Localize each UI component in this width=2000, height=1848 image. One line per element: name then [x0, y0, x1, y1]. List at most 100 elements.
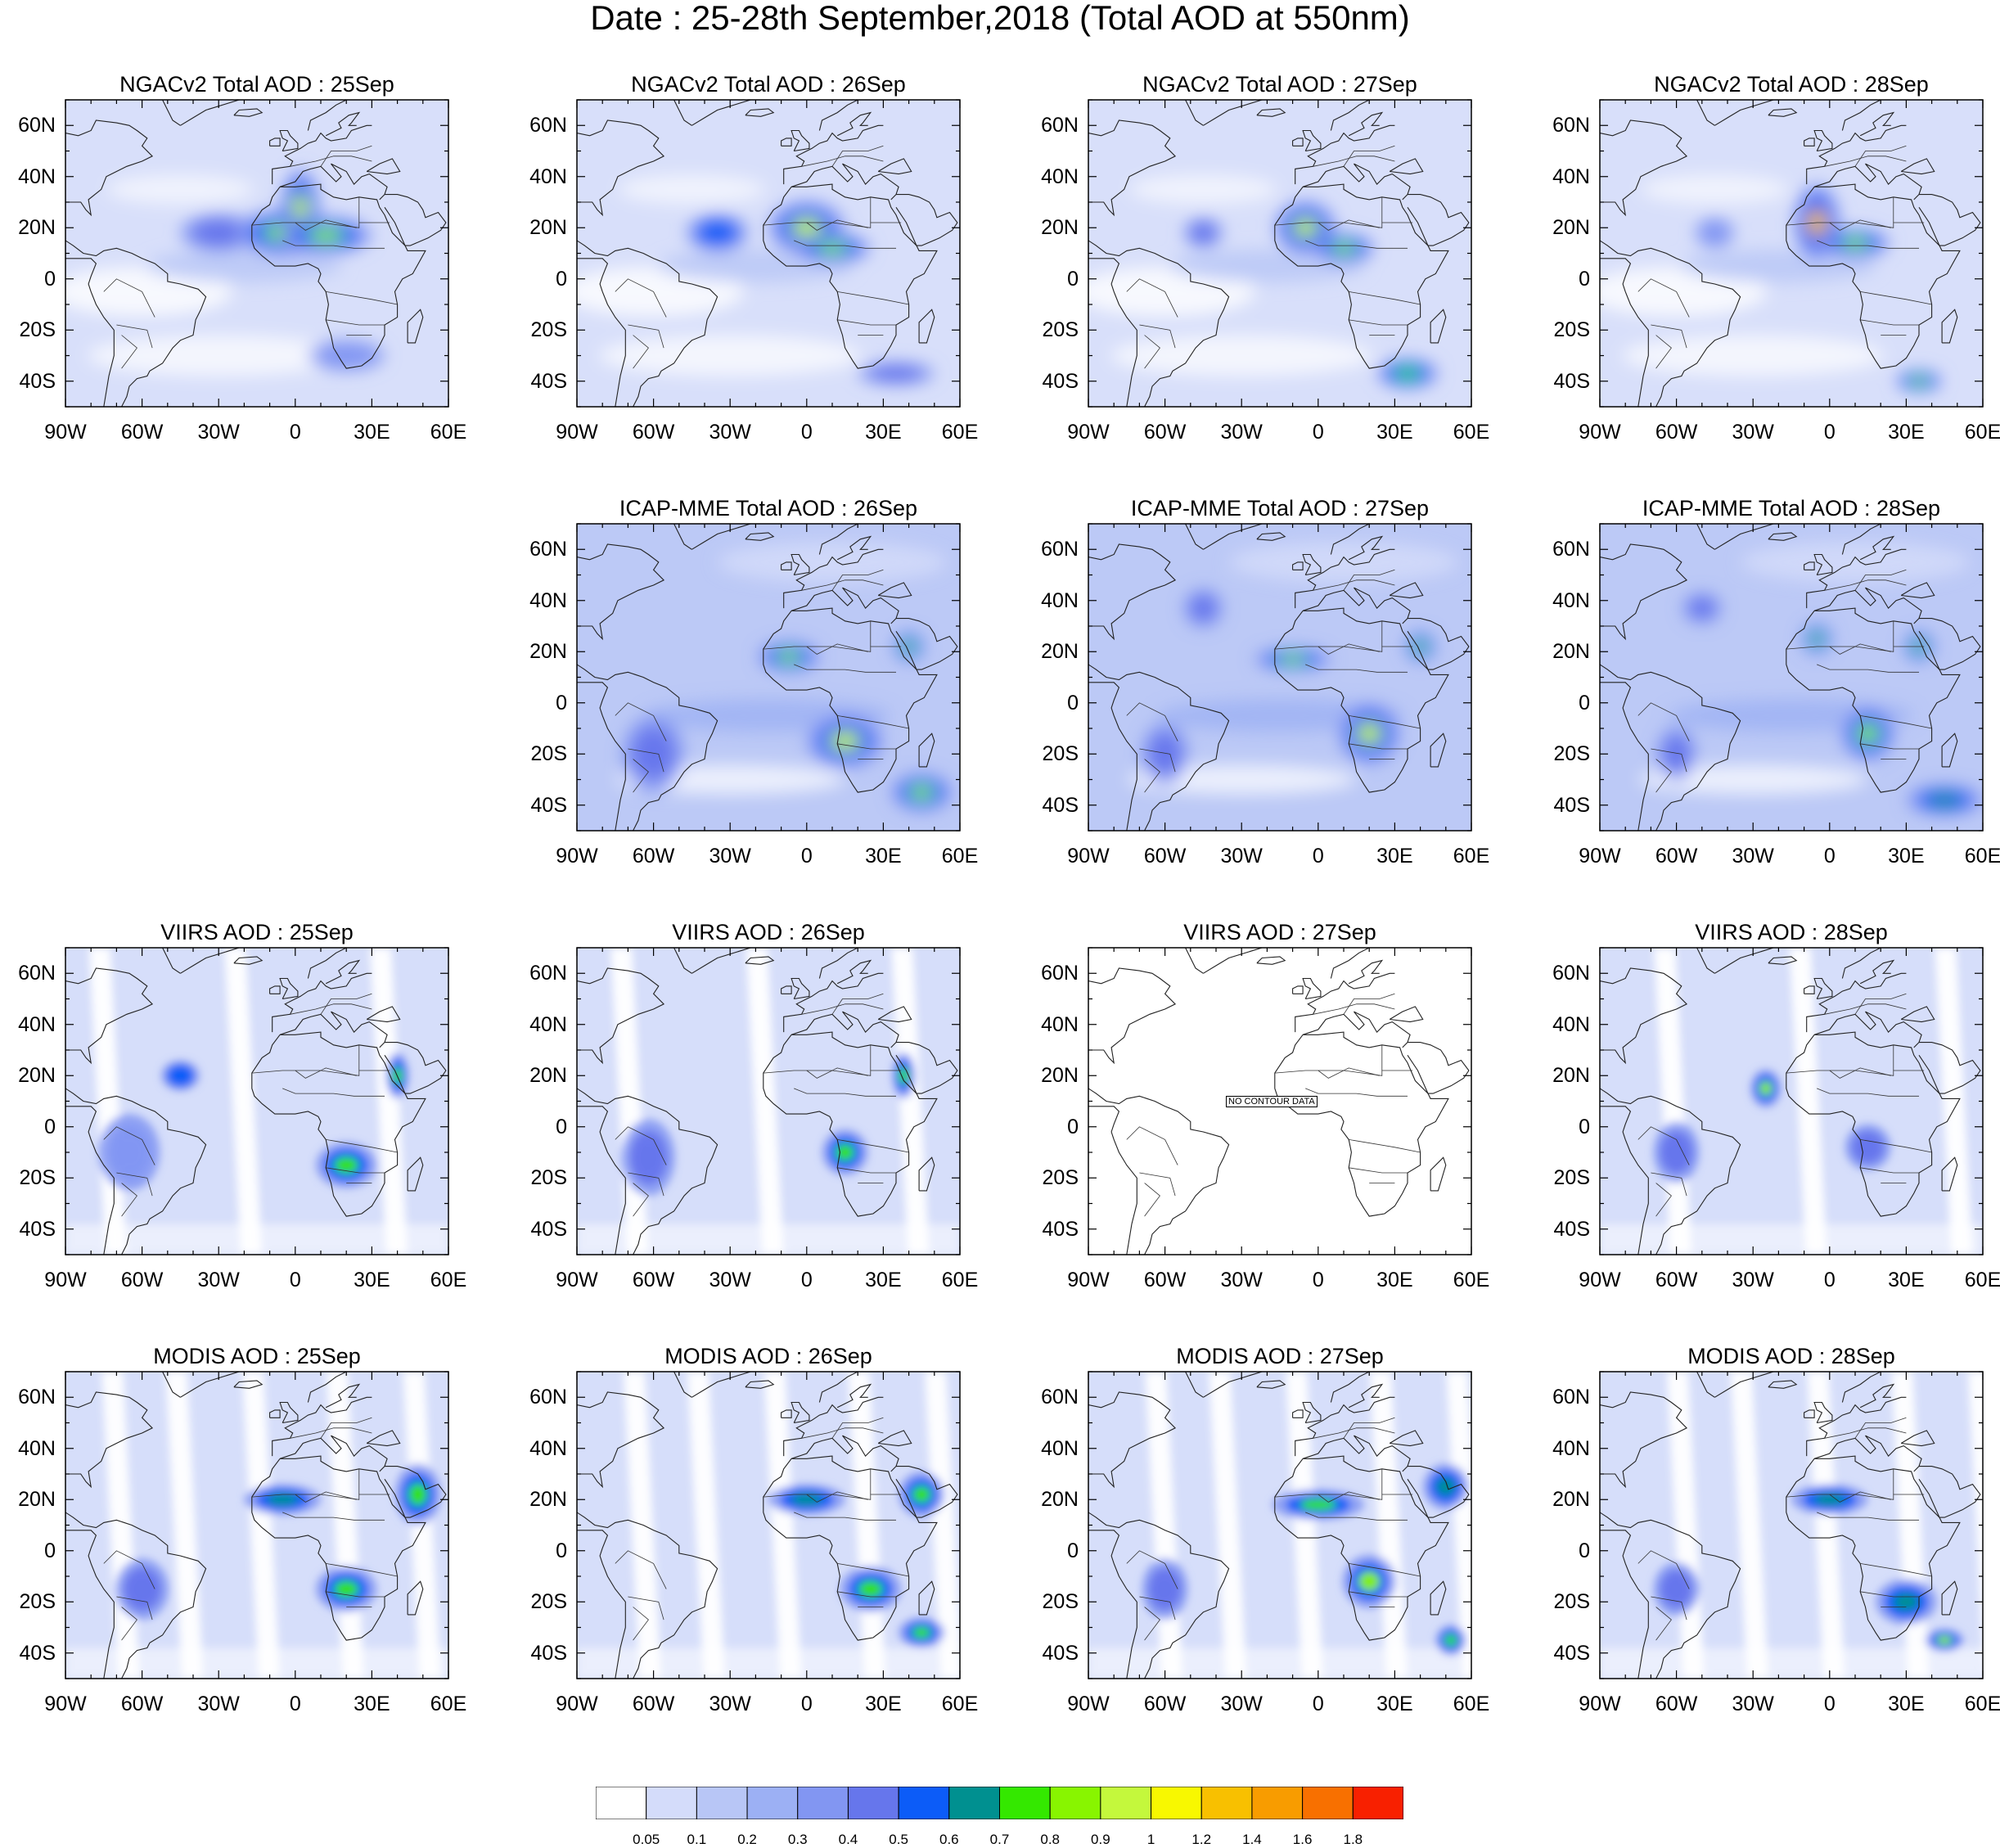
lat-tick-label: 40S: [1042, 1217, 1079, 1241]
colorbar-label: 1.2: [1191, 1832, 1212, 1847]
tick-marks: [576, 947, 961, 1255]
map-field: [577, 100, 960, 407]
tick-marks: [1599, 1371, 1984, 1679]
lon-tick-label: 90W: [44, 1269, 87, 1291]
colorbar-label: 1: [1146, 1832, 1155, 1847]
map-plot: [1088, 1371, 1472, 1679]
lon-tick-label: 60W: [1655, 845, 1698, 868]
lon-tick-label: 90W: [556, 1269, 598, 1291]
map-plot: [1088, 99, 1472, 408]
lat-tick-label: 20S: [1042, 1166, 1079, 1190]
map-field: [577, 1372, 960, 1679]
map-panel: MODIS AOD : 25Sep 60N 40N 20N 0 20S 40S 90W 60W 3…: [0, 1344, 522, 1753]
lon-tick-label: 90W: [44, 421, 87, 444]
map-plot: [65, 947, 449, 1255]
lon-tick-label: 0: [800, 1269, 813, 1291]
lat-tick-label: 0: [1579, 1115, 1590, 1138]
lat-tick-label: 40N: [1041, 1436, 1079, 1460]
lon-tick-label: 30E: [1376, 1269, 1413, 1291]
colorbar-label: 0.9: [1091, 1832, 1110, 1847]
lon-tick-label: 30W: [1732, 845, 1774, 868]
map-plot: [1599, 523, 1984, 832]
lon-tick-label: 0: [289, 421, 301, 444]
lat-tick-label: 60N: [529, 538, 567, 561]
panel-title: MODIS AOD : 27Sep: [1176, 1344, 1384, 1368]
lat-tick-label: 40N: [18, 165, 56, 188]
lat-tick-label: 20N: [18, 1488, 56, 1512]
colorbar-box: [948, 1787, 1000, 1819]
lat-tick-label: 20S: [530, 742, 567, 766]
tick-marks: [65, 947, 449, 1255]
lat-tick-label: 40N: [18, 1012, 56, 1036]
map-panel: VIIRS AOD : 27Sep 60N 40N 20N 0 20S 40S 90W 60W 3…: [1021, 920, 1545, 1329]
lat-tick-label: 0: [1579, 691, 1590, 714]
colorbar-boxes: [596, 1787, 1403, 1819]
colorbar-box: [746, 1787, 799, 1819]
coastlines: [1088, 1372, 1470, 1679]
tick-marks: [1088, 1371, 1472, 1679]
lat-tick-label: 20N: [1041, 1064, 1079, 1088]
map-plot: [65, 1371, 449, 1679]
map-panel: NGACv2 Total AOD : 27Sep 60N 40N 20N 0 20S 40S…: [1021, 72, 1545, 481]
lat-tick-label: 20S: [530, 1590, 567, 1614]
panel-title: MODIS AOD : 28Sep: [1687, 1344, 1895, 1368]
map-field: [577, 524, 960, 831]
tick-marks: [576, 523, 961, 832]
lon-tick-label: 90W: [1067, 1692, 1110, 1715]
lat-tick-label: 60N: [1552, 114, 1590, 137]
lat-tick-label: 60N: [529, 114, 567, 137]
panel-title: ICAP-MME Total AOD : 28Sep: [1642, 496, 1941, 521]
colorbar-box: [1100, 1787, 1152, 1819]
tick-marks: [65, 1371, 449, 1679]
lat-tick-label: 20S: [1042, 318, 1079, 342]
colorbar-label: 0.2: [737, 1832, 757, 1847]
lon-tick-label: 30W: [197, 1269, 240, 1291]
lon-tick-label: 0: [289, 1269, 301, 1291]
lon-tick-label: 90W: [1067, 421, 1110, 444]
lon-tick-label: 90W: [1579, 1692, 1621, 1715]
coastlines: [65, 1372, 447, 1679]
lon-tick-label: 30E: [1376, 421, 1413, 444]
lon-tick-label: 30E: [1888, 421, 1925, 444]
colorbar-label: 0.5: [889, 1832, 908, 1847]
lat-tick-label: 0: [556, 1115, 567, 1138]
colorbar: [596, 1787, 1403, 1819]
tick-marks: [1599, 523, 1984, 832]
coastlines: [1088, 100, 1470, 407]
lat-tick-label: 0: [1067, 267, 1079, 291]
lon-tick-label: 30W: [1220, 421, 1263, 444]
lat-tick-label: 40N: [1552, 588, 1590, 612]
colorbar-label: 0.8: [1040, 1832, 1061, 1847]
lon-tick-label: 90W: [44, 1692, 87, 1715]
lat-tick-label: 60N: [1552, 538, 1590, 561]
lat-tick-label: 40S: [1042, 369, 1079, 393]
lat-tick-label: 0: [1579, 1539, 1590, 1562]
map-field: [65, 948, 448, 1255]
tick-marks: [65, 99, 449, 408]
lat-tick-label: 20N: [529, 1488, 567, 1512]
lon-tick-label: 90W: [1579, 845, 1621, 868]
lon-tick-label: 0: [1823, 1269, 1836, 1291]
lon-tick-label: 60W: [120, 1692, 164, 1715]
lon-tick-label: 90W: [556, 1692, 598, 1715]
figure-title: Date : 25-28th September,2018 (Total AOD…: [590, 0, 1410, 37]
colorbar-label: 0.1: [687, 1832, 707, 1847]
lon-tick-label: 30E: [1376, 845, 1413, 868]
lon-tick-label: 60E: [1964, 845, 2000, 868]
map-panel: MODIS AOD : 28Sep 60N 40N 20N 0 20S 40S 90W 60W 3…: [1533, 1344, 2000, 1753]
lat-tick-label: 20N: [529, 1064, 567, 1088]
lat-tick-label: 40N: [18, 1436, 56, 1460]
colorbar-box: [847, 1787, 899, 1819]
lat-tick-label: 20N: [1041, 216, 1079, 240]
lat-tick-label: 40S: [1042, 1641, 1079, 1665]
lon-tick-label: 60E: [1964, 421, 2000, 444]
lat-tick-label: 20S: [1553, 1590, 1590, 1614]
lon-tick-label: 30W: [197, 421, 240, 444]
lat-tick-label: 20S: [530, 1166, 567, 1190]
lon-tick-label: 30W: [1732, 1269, 1774, 1291]
map-plot: [1599, 99, 1984, 408]
lat-tick-label: 20S: [1042, 742, 1079, 766]
lat-tick-label: 60N: [18, 1386, 56, 1409]
lon-tick-label: 90W: [556, 845, 598, 868]
panel-title: VIIRS AOD : 25Sep: [160, 920, 354, 944]
